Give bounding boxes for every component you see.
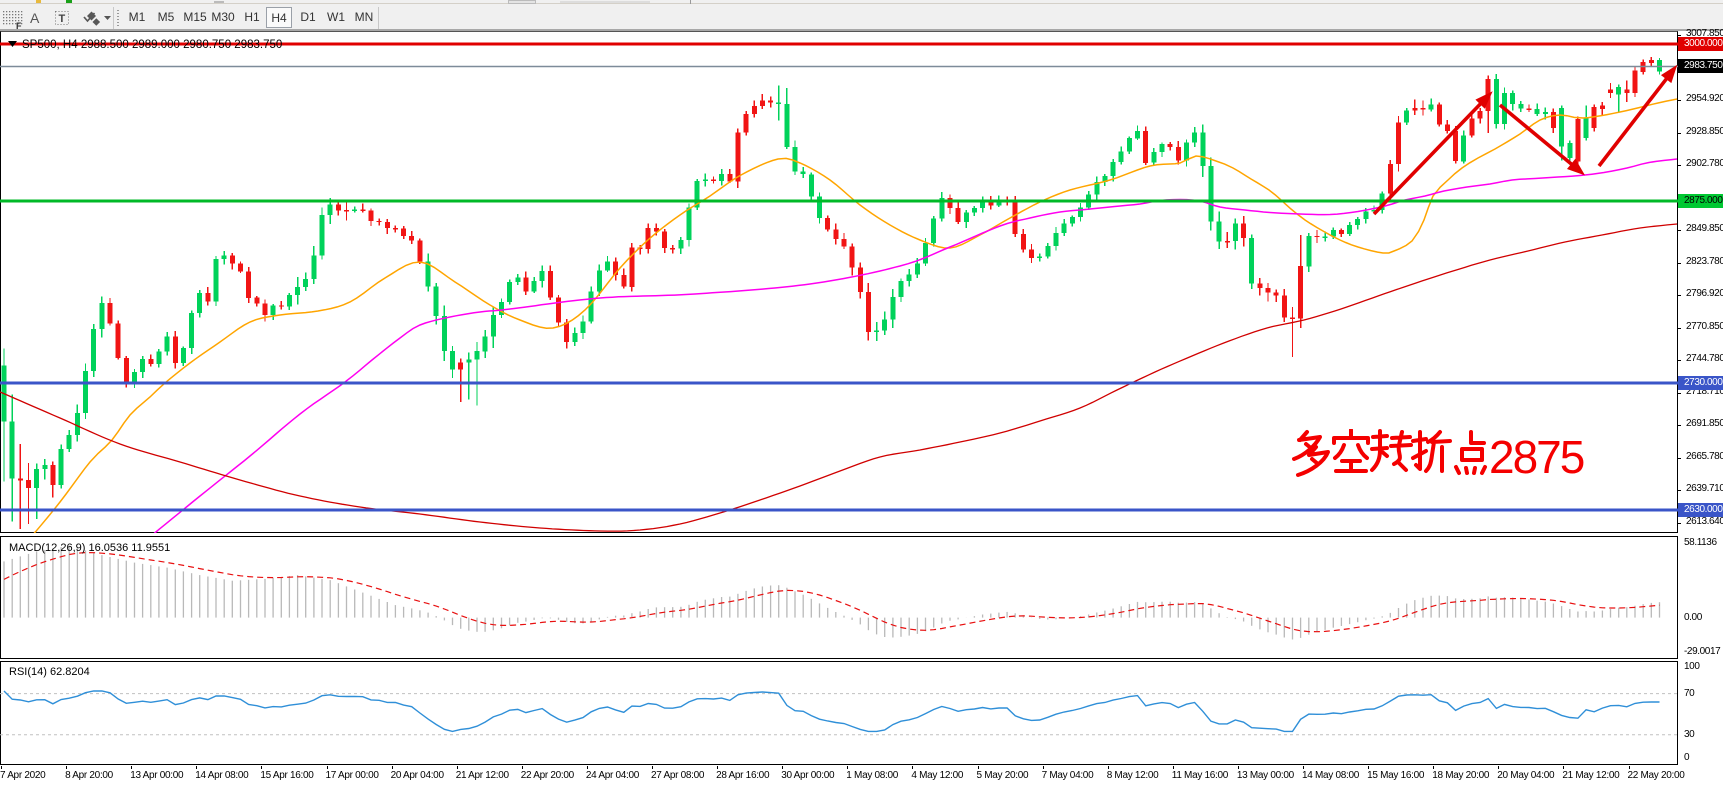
svg-text:T: T bbox=[59, 13, 66, 25]
svg-text:A: A bbox=[30, 10, 40, 26]
svg-text:F: F bbox=[16, 21, 22, 31]
svg-text:SP500, H4 2988.500 2989.000 29: SP500, H4 2988.500 2989.000 2980.750 298… bbox=[22, 39, 282, 51]
svg-text:2875: 2875 bbox=[1489, 431, 1584, 479]
